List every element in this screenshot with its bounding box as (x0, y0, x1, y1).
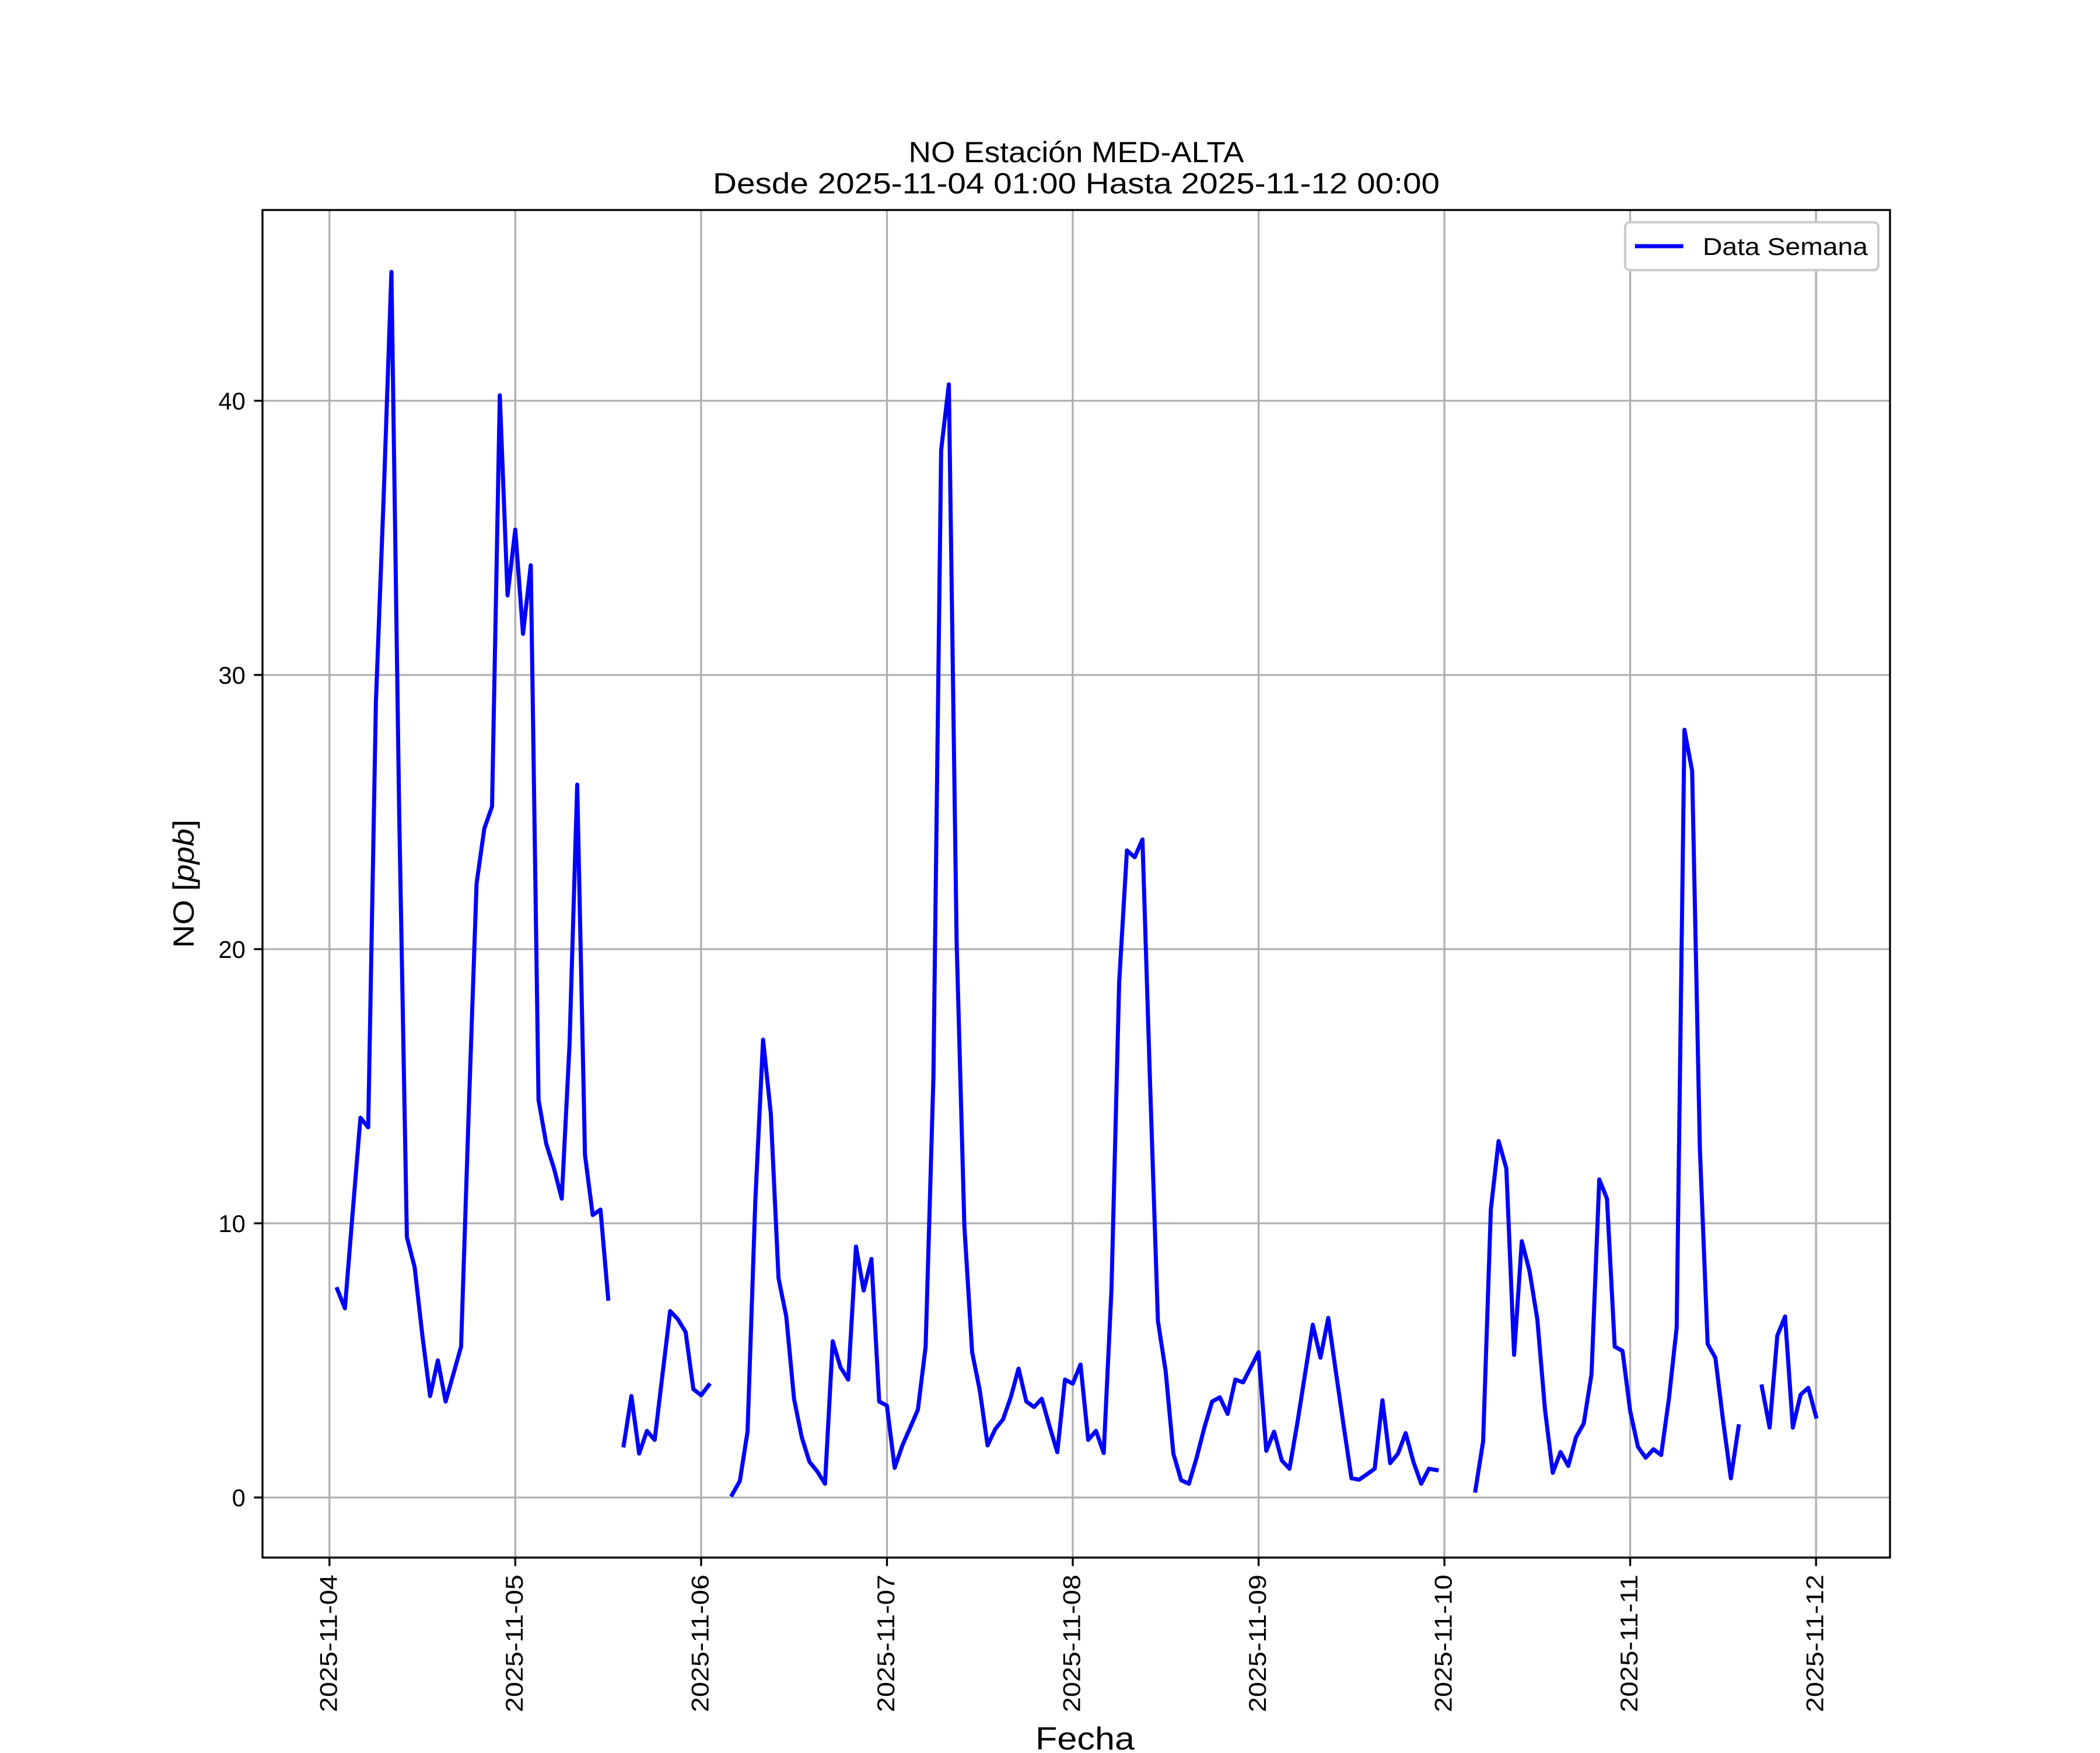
svg-text:2025-11-06: 2025-11-06 (686, 1574, 713, 1712)
svg-text:NO Estación MED-ALTA: NO Estación MED-ALTA (909, 136, 1245, 169)
svg-text:2025-11-09: 2025-11-09 (1244, 1574, 1271, 1712)
svg-text:20: 20 (218, 936, 245, 963)
svg-text:2025-11-10: 2025-11-10 (1430, 1574, 1457, 1712)
svg-text:NO [ppb]: NO [ppb] (167, 820, 200, 948)
svg-text:2025-11-07: 2025-11-07 (872, 1574, 900, 1712)
svg-text:Data Semana: Data Semana (1703, 233, 1868, 260)
svg-text:Fecha: Fecha (1035, 1720, 1135, 1750)
svg-text:40: 40 (218, 387, 245, 415)
svg-text:30: 30 (218, 662, 245, 689)
svg-text:2025-11-11: 2025-11-11 (1615, 1574, 1643, 1712)
svg-text:2025-11-08: 2025-11-08 (1058, 1574, 1086, 1712)
svg-text:Desde 2025-11-04 01:00 Hasta 2: Desde 2025-11-04 01:00 Hasta 2025-11-12 … (713, 167, 1440, 200)
svg-text:10: 10 (218, 1210, 245, 1237)
svg-text:2025-11-05: 2025-11-05 (501, 1574, 528, 1712)
svg-text:2025-11-04: 2025-11-04 (314, 1574, 342, 1712)
svg-text:0: 0 (232, 1484, 246, 1511)
svg-text:2025-11-12: 2025-11-12 (1801, 1574, 1829, 1712)
